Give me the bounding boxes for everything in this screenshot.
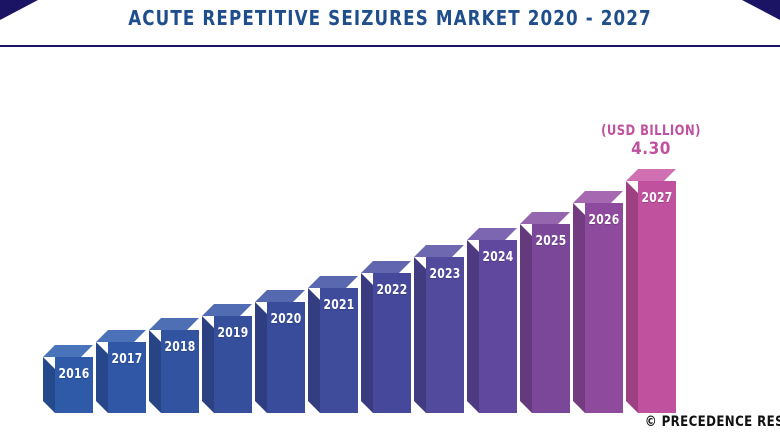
bar-front-face [426,257,464,413]
unit-label: (USD BILLION) [601,123,701,139]
bar-side-face [626,181,638,413]
watermark: © PRECEDENCE RES [644,414,780,430]
bar-side-face [255,302,267,413]
bar-side-face [361,273,373,413]
bar-front-face [161,330,199,413]
bar-top-face [467,228,517,240]
bar-side-face [414,257,426,413]
bar-side-face [520,224,532,413]
bar-top-face [308,276,358,288]
corner-accent-top-left [0,0,38,20]
bar-front-face [638,181,676,413]
bar-2017[interactable]: 2017 [108,342,146,413]
page-title: ACUTE REPETITIVE SEIZURES MARKET 2020 - … [128,6,652,30]
bar-top-face [520,212,570,224]
bar-2027[interactable]: 2027 [638,181,676,413]
bar-front-face [373,273,411,413]
bar-front-face [585,203,623,413]
bar-top-face [573,191,623,203]
bar-2019[interactable]: 2019 [214,316,252,413]
bar-side-face [308,288,320,413]
bar-side-face [467,240,479,413]
bar-2020[interactable]: 2020 [267,302,305,413]
bar-top-face [202,304,252,316]
bar-front-face [267,302,305,413]
bar-2023[interactable]: 2023 [426,257,464,413]
bar-side-face [96,342,108,413]
bar-top-face [414,245,464,257]
bar-top-face [149,318,199,330]
bar-front-face [214,316,252,413]
bar-front-face [108,342,146,413]
header-divider [0,45,780,47]
bar-top-face [361,261,411,273]
bar-2026[interactable]: 2026 [585,203,623,413]
unit-callout: (USD BILLION) 4.30 [591,123,711,159]
bar-2021[interactable]: 2021 [320,288,358,413]
bar-side-face [202,316,214,413]
peak-value-label: 4.30 [631,138,671,159]
bar-chart-plot: 2016 2017 2018 2019 2020 2021 2022 2023 2024 2025… [0,46,780,440]
bar-side-face [43,357,55,413]
bar-top-face [626,169,676,181]
bar-2022[interactable]: 2022 [373,273,411,413]
bar-side-face [573,203,585,413]
bar-2018[interactable]: 2018 [161,330,199,413]
bar-top-face [255,290,305,302]
bar-2025[interactable]: 2025 [532,224,570,413]
bar-front-face [320,288,358,413]
bar-2024[interactable]: 2024 [479,240,517,413]
bar-front-face [532,224,570,413]
bar-2016[interactable]: 2016 [55,357,93,413]
bar-top-face [96,330,146,342]
bar-top-face [43,345,93,357]
bar-front-face [479,240,517,413]
corner-accent-top-right [742,0,780,20]
bar-side-face [149,330,161,413]
bar-front-face [55,357,93,413]
